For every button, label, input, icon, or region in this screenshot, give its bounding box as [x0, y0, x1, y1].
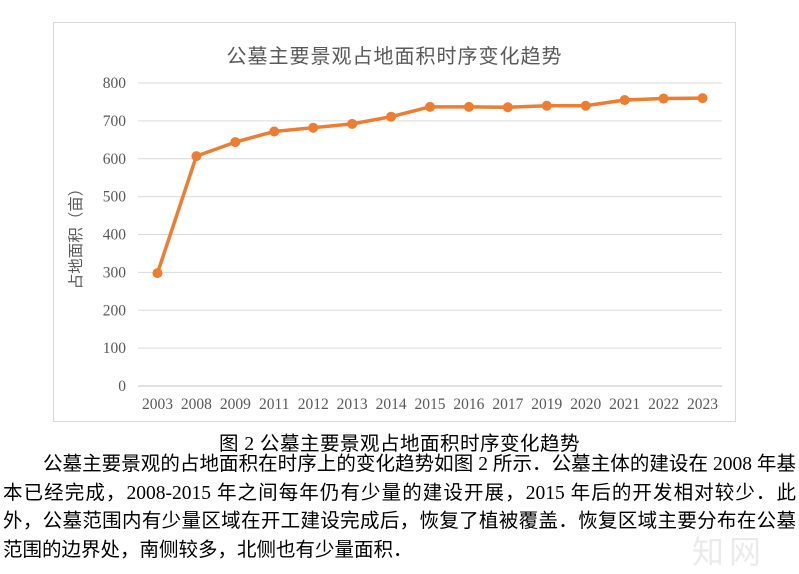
y-tick-label: 300 — [103, 264, 127, 281]
figure-caption: 图 2 公墓主要景观占地面积时序变化趋势 — [218, 434, 580, 455]
line-chart-svg: 0 100 200 300 400 500 600 700 800 2003 2008 2009 201… — [67, 45, 722, 413]
data-point — [619, 95, 630, 106]
data-point — [502, 102, 513, 113]
y-tick-label: 100 — [103, 340, 127, 357]
x-tick-label: 2014 — [376, 396, 407, 413]
chart-title: 公墓主要景观占地面积时序变化趋势 — [227, 45, 563, 68]
x-tick-label: 2009 — [220, 396, 251, 413]
x-tick-label: 2015 — [415, 396, 446, 413]
x-tick-label: 2008 — [181, 396, 212, 413]
x-tick-label: 2023 — [687, 396, 718, 413]
series-line — [155, 96, 705, 275]
data-point — [152, 268, 163, 279]
x-tick-label: 2017 — [492, 396, 523, 413]
data-point — [308, 122, 319, 133]
y-tick-label: 800 — [103, 75, 127, 92]
data-point — [463, 101, 474, 112]
body-paragraph: 公墓主要景观的占地面积在时序上的变化趋势如图 2 所示．公墓主体的建设在 200… — [3, 454, 796, 561]
y-tick-label: 400 — [103, 227, 127, 244]
x-tick-label: 2021 — [609, 396, 640, 413]
data-point — [269, 126, 280, 137]
y-tick-label: 200 — [103, 302, 127, 319]
data-point — [230, 137, 241, 148]
x-tick-label: 2012 — [298, 396, 329, 413]
data-point — [386, 111, 397, 122]
y-tick-label: 500 — [103, 189, 127, 206]
data-point — [425, 101, 435, 112]
y-tick-label: 700 — [103, 113, 127, 130]
data-point — [347, 118, 358, 129]
figure-chart: 0 100 200 300 400 500 600 700 800 2003 2008 2009 201… — [53, 22, 736, 422]
x-tick-label: 2020 — [570, 396, 601, 413]
x-tick-label: 2013 — [337, 396, 368, 413]
y-axis-title: 占地面积（亩） — [67, 181, 85, 290]
x-tick-label: 2016 — [453, 396, 484, 413]
data-point — [580, 100, 591, 111]
x-tick-label: 2011 — [259, 396, 289, 413]
x-tick-label: 2022 — [648, 396, 679, 413]
x-tick-label: 2019 — [531, 396, 562, 413]
data-point — [191, 151, 202, 162]
x-tick-label: 2003 — [142, 396, 173, 413]
data-point — [541, 100, 552, 111]
data-point — [658, 93, 669, 104]
data-point — [697, 93, 708, 104]
y-tick-label: 0 — [118, 378, 126, 395]
y-tick-label: 600 — [103, 151, 127, 168]
